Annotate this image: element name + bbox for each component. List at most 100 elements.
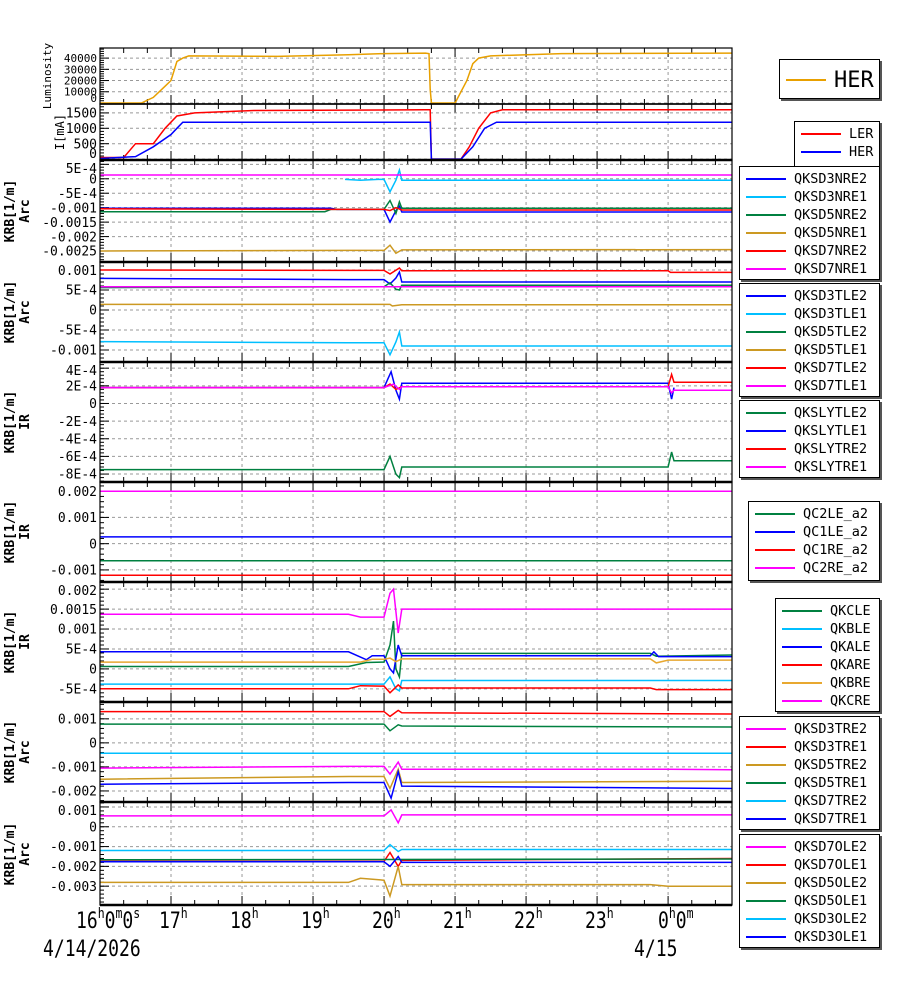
series-line-QKALE [100,644,732,675]
y-axis-title-quantity: KRB[1/m] [3,280,18,344]
legend-item: QKSD5OLE1 [740,892,879,910]
legend-swatch [746,412,786,414]
y-tick-label: 30000 [64,63,97,76]
legend-swatch [782,610,822,612]
y-tick-label: -0.001 [50,840,97,855]
x-tick-value: 22 [514,909,536,934]
y-tick-label: 1000 [66,122,97,137]
x-tick-unit: h [606,906,614,922]
legend-swatch [801,133,841,135]
legend-swatch [746,331,786,333]
legend-label: QKSD7NRE2 [794,243,868,259]
y-tick-label: 0 [89,172,97,187]
legend-swatch [786,79,826,81]
y-axis-title-section: IR [18,634,33,650]
y-tick-label: 5E-4 [66,162,97,177]
x-tick-label: 19h [301,907,330,934]
series-line-QKSLYTRE1 [100,383,732,395]
series-line-LER [100,109,732,160]
legend-panel-5: QKSLYTLE2 QKSLYTLE1 QKSLYTRE2 QKSLYTRE1 [739,400,880,478]
y-axis-title: KRB[1/m] Arc [3,274,33,350]
legend-swatch [746,268,786,270]
legend-swatch [782,700,822,702]
x-tick-unit: h [535,906,543,922]
y-tick-label: -0.0025 [42,245,97,260]
y-tick-label: -4E-4 [58,432,97,447]
legend-swatch [746,728,786,730]
legend-swatch [746,313,786,315]
legend-swatch [746,367,786,369]
x-tick-label: 23h [585,907,614,934]
series-line-HER [100,121,732,160]
series-line-QKCRE [100,587,732,634]
legend-label: QKSD3OLE1 [794,929,868,945]
y-axis-title-section: Arc [18,300,33,324]
x-tick-unit: h [464,906,472,922]
legend-item: QKSD3OLE2 [740,910,879,928]
y-axis-title: I[mA] [53,113,67,151]
y-axis-title-quantity: KRB[1/m] [3,822,18,885]
legend-item: QKSD3NRE2 [740,170,879,188]
series-line-QKSD5NRE1 [100,244,732,255]
series-line-QKBRE [100,657,732,664]
legend-label: QKSD3TRE1 [794,739,868,755]
legend-item: QKSD7NRE1 [740,260,879,278]
x-tick-unit: m [115,906,123,922]
legend-label: QKBLE [830,621,871,637]
legend-swatch [755,549,795,551]
y-tick-label: -5E-4 [58,324,97,339]
legend-item: QKSLYTRE1 [740,458,879,476]
x-tick-value: 0 [658,909,669,934]
legend-label: QKALE [830,639,871,655]
y-tick-label: -0.002 [50,860,97,875]
y-axis-title-section: IR [18,524,33,540]
y-axis-title: KRB[1/m] Arc [3,173,33,249]
legend-item: QKSD7TLE2 [740,359,879,377]
series-line-QKSD7NRE2 [100,206,732,212]
y-axis-title: KRB[1/m] IR [3,604,33,680]
x-tick-unit: h [97,906,105,922]
legend-swatch [746,448,786,450]
y-tick-label: 0 [89,304,97,319]
legend-swatch [746,818,786,820]
x-tick-label: 16h0m0s [76,907,140,934]
legend-item: QKALE [776,638,879,656]
legend-label: HER [834,67,874,93]
legend-swatch [746,214,786,216]
legend-label: QC1LE_a2 [803,524,869,540]
legend-item: QKSLYTLE1 [740,422,879,440]
y-axis-title: KRB[1/m] IR [3,494,33,570]
y-tick-label: 0 [89,663,97,678]
legend-item: QKSD5TLE2 [740,323,879,341]
series-line-QKSD5TLE1 [100,303,732,307]
y-tick-label: 0 [89,737,97,752]
legend-item: HER [795,143,879,161]
legend-item: QKCRE [776,692,879,710]
legend-item: QKSD7OLE2 [740,838,879,856]
y-tick-label: 0.001 [58,804,97,819]
legend-label: QKSD5TLE2 [794,324,868,340]
panel-6: 0.002 0.001 0 -0.001 [50,481,733,584]
y-tick-label: 0.001 [58,713,97,728]
legend-label: QKSD7TLE1 [794,378,868,394]
y-tick-label: -0.002 [50,785,97,800]
legend-swatch [746,466,786,468]
y-tick-label: -2E-4 [58,415,97,430]
y-axis-title-quantity: KRB[1/m] [3,720,18,784]
y-tick-label: 20000 [64,75,97,88]
x-tick-label: 0h0m [658,907,694,934]
legend-item: QKARE [776,656,879,674]
y-tick-label: -5E-4 [58,683,97,698]
legend-label: QKSLYTLE1 [794,423,868,439]
series-line-QKSD3OLE2 [100,843,732,853]
y-tick-label: -0.0015 [42,216,97,231]
series-line-QKSD5OLE1 [100,858,732,861]
y-tick-label: -0.001 [50,201,97,216]
legend-item: QKSD7TLE1 [740,377,879,395]
legend-item: QC1RE_a2 [749,541,879,559]
y-axis-title-section: Arc [18,740,33,764]
legend-label: QKSD5NRE2 [794,207,868,223]
x-tick-label: 20h [372,907,401,934]
y-axis-title-quantity: KRB[1/m] [3,500,18,564]
